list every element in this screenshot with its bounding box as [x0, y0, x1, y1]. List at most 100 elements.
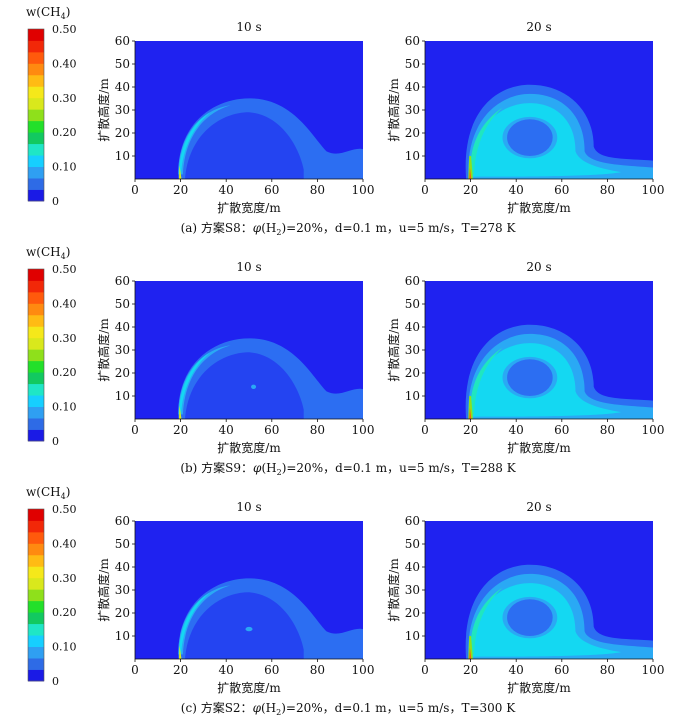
- colorbar-tick-label: 0.50: [52, 23, 77, 36]
- figure-row-1: w(CH4) 0.50 0.40 0.30 0.20 0.10 0 10 s 10 20 30 40 5…: [26, 245, 664, 477]
- y-tick-label: 40: [405, 560, 420, 574]
- y-tick-label: 40: [115, 560, 130, 574]
- row-caption: (a) 方案S8：φ(H2)=20%，d=0.1 m，u=5 m/s，T=278…: [181, 220, 517, 237]
- colorbar-segment: [28, 63, 44, 76]
- y-tick-label: 20: [405, 366, 420, 380]
- colorbar-segment: [28, 280, 44, 293]
- colorbar-segment: [28, 326, 44, 339]
- contour-field: [465, 324, 653, 419]
- plume-arc: [470, 347, 503, 415]
- plume-pocket: [251, 384, 257, 389]
- plume-core: [507, 119, 553, 156]
- colorbar-segment: [28, 372, 44, 385]
- colorbar-segment: [28, 40, 44, 53]
- colorbar-label: w(CH4): [26, 245, 70, 261]
- y-tick-label: 50: [405, 57, 420, 71]
- colorbar-tick-label: 0.10: [52, 401, 77, 414]
- y-tick-label: 30: [405, 103, 420, 117]
- colorbar-tick-label: 0: [52, 435, 59, 448]
- y-tick-label: 40: [115, 320, 130, 334]
- colorbar-tick-label: 0.10: [52, 641, 77, 654]
- panel-time-title: 20 s: [526, 260, 551, 274]
- y-tick-label: 50: [115, 297, 130, 311]
- colorbar-tick-label: 0.40: [52, 537, 77, 550]
- colorbar-segment: [28, 520, 44, 533]
- y-tick-label: 20: [115, 366, 130, 380]
- y-tick-label: 10: [405, 149, 420, 163]
- x-tick-label: 100: [642, 663, 665, 677]
- x-tick-label: 0: [421, 423, 429, 437]
- panel-time-title: 10 s: [236, 500, 261, 514]
- colorbar-segment: [28, 109, 44, 122]
- plume-core: [507, 359, 553, 396]
- x-tick-label: 80: [310, 423, 325, 437]
- y-tick-label: 10: [405, 629, 420, 643]
- plume-arc-inner: [178, 352, 211, 415]
- source-jet: [179, 645, 182, 659]
- colorbar-segment: [28, 658, 44, 670]
- y-tick-label: 10: [115, 149, 130, 163]
- contour-field: [465, 564, 653, 659]
- colorbar-segment: [28, 337, 44, 350]
- x-tick-label: 100: [642, 423, 665, 437]
- x-tick-label: 20: [173, 663, 188, 677]
- panel-time-title: 10 s: [236, 20, 261, 34]
- contour-field: [178, 98, 363, 179]
- x-tick-label: 20: [173, 423, 188, 437]
- colorbar-segment: [28, 395, 44, 407]
- colorbar-segment: [28, 314, 44, 327]
- x-axis-label: 扩散宽度/m: [507, 680, 571, 695]
- colorbar-segment: [28, 577, 44, 590]
- colorbar-segment: [28, 646, 44, 659]
- x-tick-label: 40: [509, 423, 524, 437]
- figure-row-0: w(CH4) 0.50 0.40 0.30 0.20 0.10 0 10 s 10 20 30 40 5…: [26, 5, 664, 237]
- x-tick-label: 20: [463, 423, 478, 437]
- panel-time-title: 20 s: [526, 20, 551, 34]
- panel-0-1: 20 s 10 20 30 40 50 60 0 20 40 60 80 100 扩散宽度/m 扩散高度/m: [386, 20, 664, 215]
- x-tick-label: 60: [554, 423, 569, 437]
- y-tick-label: 30: [405, 343, 420, 357]
- x-axis-label: 扩散宽度/m: [217, 200, 281, 215]
- colorbar-tick-label: 0.30: [52, 332, 77, 345]
- plume-arc-inner: [178, 592, 211, 655]
- panel-2-1: 20 s 10 20 30 40 50 60 0 20 40 60 80 100 扩散宽度/m 扩散高度/m: [386, 500, 664, 695]
- colorbar-segment: [28, 51, 44, 64]
- plume-arc: [470, 587, 503, 655]
- y-tick-label: 10: [115, 389, 130, 403]
- colorbar-segment: [28, 166, 44, 179]
- plume-core: [507, 599, 553, 636]
- colorbar-segment: [28, 418, 44, 430]
- panel-time-title: 10 s: [236, 260, 261, 274]
- row-caption: (c) 方案S2：φ(H2)=20%，d=0.1 m，u=5 m/s，T=300…: [181, 700, 516, 717]
- plume-pocket: [245, 626, 253, 632]
- colorbar-segment: [28, 132, 44, 145]
- colorbar-tick-label: 0.50: [52, 263, 77, 276]
- source-jet: [468, 636, 473, 659]
- y-axis-label: 扩散高度/m: [386, 318, 401, 382]
- x-tick-label: 20: [463, 663, 478, 677]
- y-tick-label: 30: [115, 103, 130, 117]
- x-tick-label: 40: [219, 663, 234, 677]
- colorbar-tick-label: 0.20: [52, 366, 77, 379]
- x-tick-label: 20: [463, 183, 478, 197]
- colorbar-segment: [28, 178, 44, 190]
- x-tick-label: 0: [421, 663, 429, 677]
- y-tick-label: 10: [405, 389, 420, 403]
- colorbar-segment: [28, 406, 44, 419]
- y-tick-label: 30: [405, 583, 420, 597]
- colorbar-tick-label: 0.40: [52, 297, 77, 310]
- panel-1-1: 20 s 10 20 30 40 50 60 0 20 40 60 80 100 扩散宽度/m 扩散高度/m: [386, 260, 664, 455]
- source-jet: [468, 156, 473, 179]
- y-tick-label: 20: [405, 126, 420, 140]
- colorbar-segment: [28, 600, 44, 613]
- colorbar-tick-label: 0: [52, 195, 59, 208]
- colorbar-segment: [28, 269, 44, 281]
- colorbar-segment: [28, 429, 44, 442]
- colorbar-frame: [27, 268, 45, 442]
- colorbar-segment: [28, 29, 44, 41]
- x-tick-label: 80: [310, 663, 325, 677]
- y-tick-label: 20: [115, 126, 130, 140]
- source-jet-core: [469, 647, 472, 659]
- x-tick-label: 40: [219, 183, 234, 197]
